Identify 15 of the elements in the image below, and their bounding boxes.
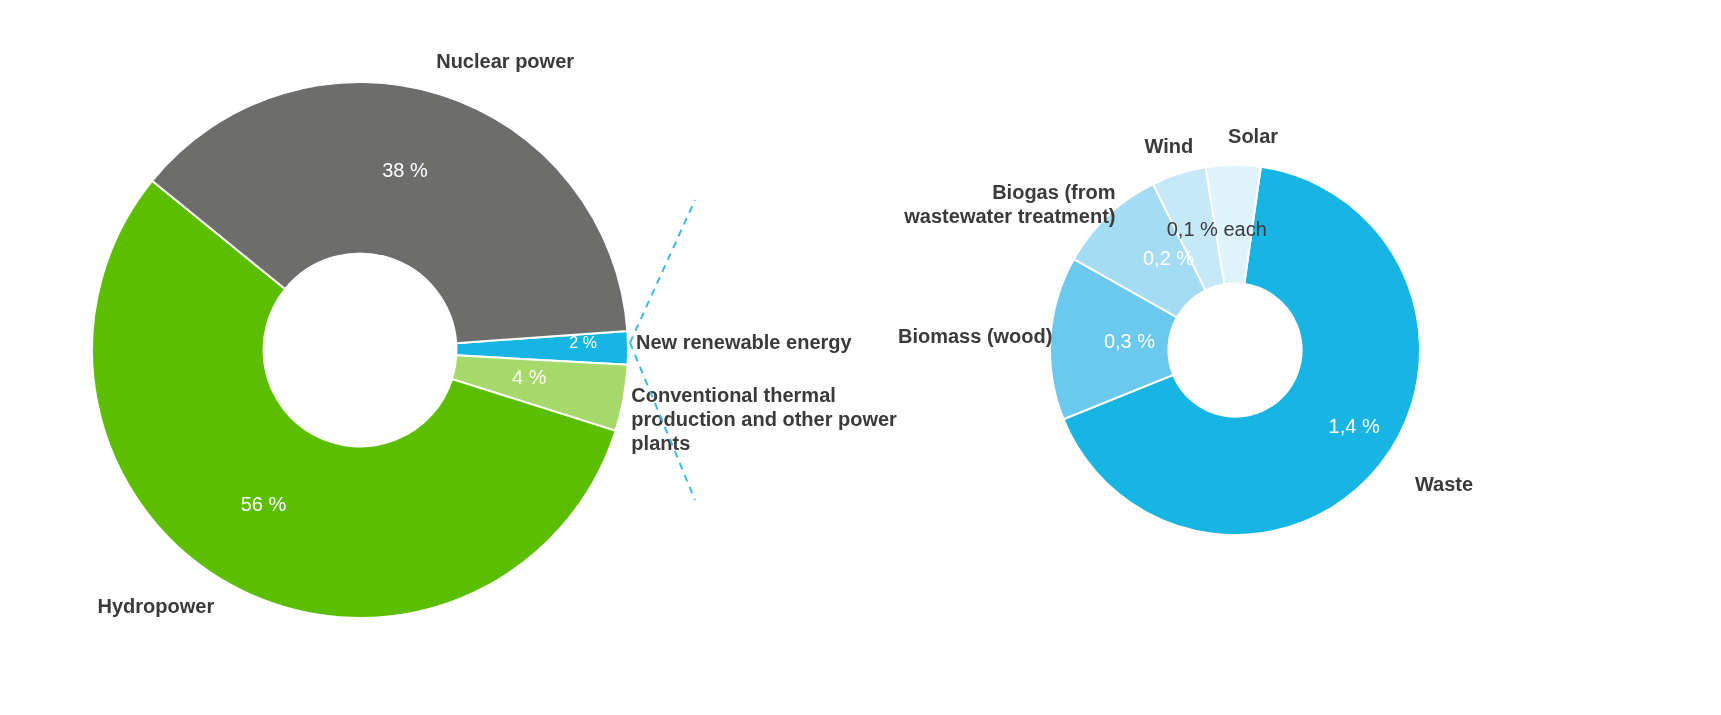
slice-label: Conventional thermal production and other power plants [631, 384, 898, 455]
data-label: 1,4 % [1328, 415, 1380, 438]
data-label: 4 % [512, 365, 547, 388]
slice-label: Waste [1414, 473, 1474, 496]
data-label: 2 % [569, 334, 597, 352]
slice-label: Hydropower [97, 594, 215, 617]
slice-label: Wind [1144, 134, 1194, 157]
slice-label: Biogas (from wastewater treatment) [903, 180, 1116, 227]
slice-label: New renewable energy [635, 330, 853, 353]
data-label: 56 % [240, 493, 287, 516]
data-label: 0,3 % [1103, 329, 1156, 352]
data-label: 38 % [382, 159, 428, 182]
slice-label: Nuclear power [436, 50, 575, 73]
slice-label: Solar [1228, 125, 1279, 148]
slice-label: Biomass (wood) [897, 324, 1053, 347]
